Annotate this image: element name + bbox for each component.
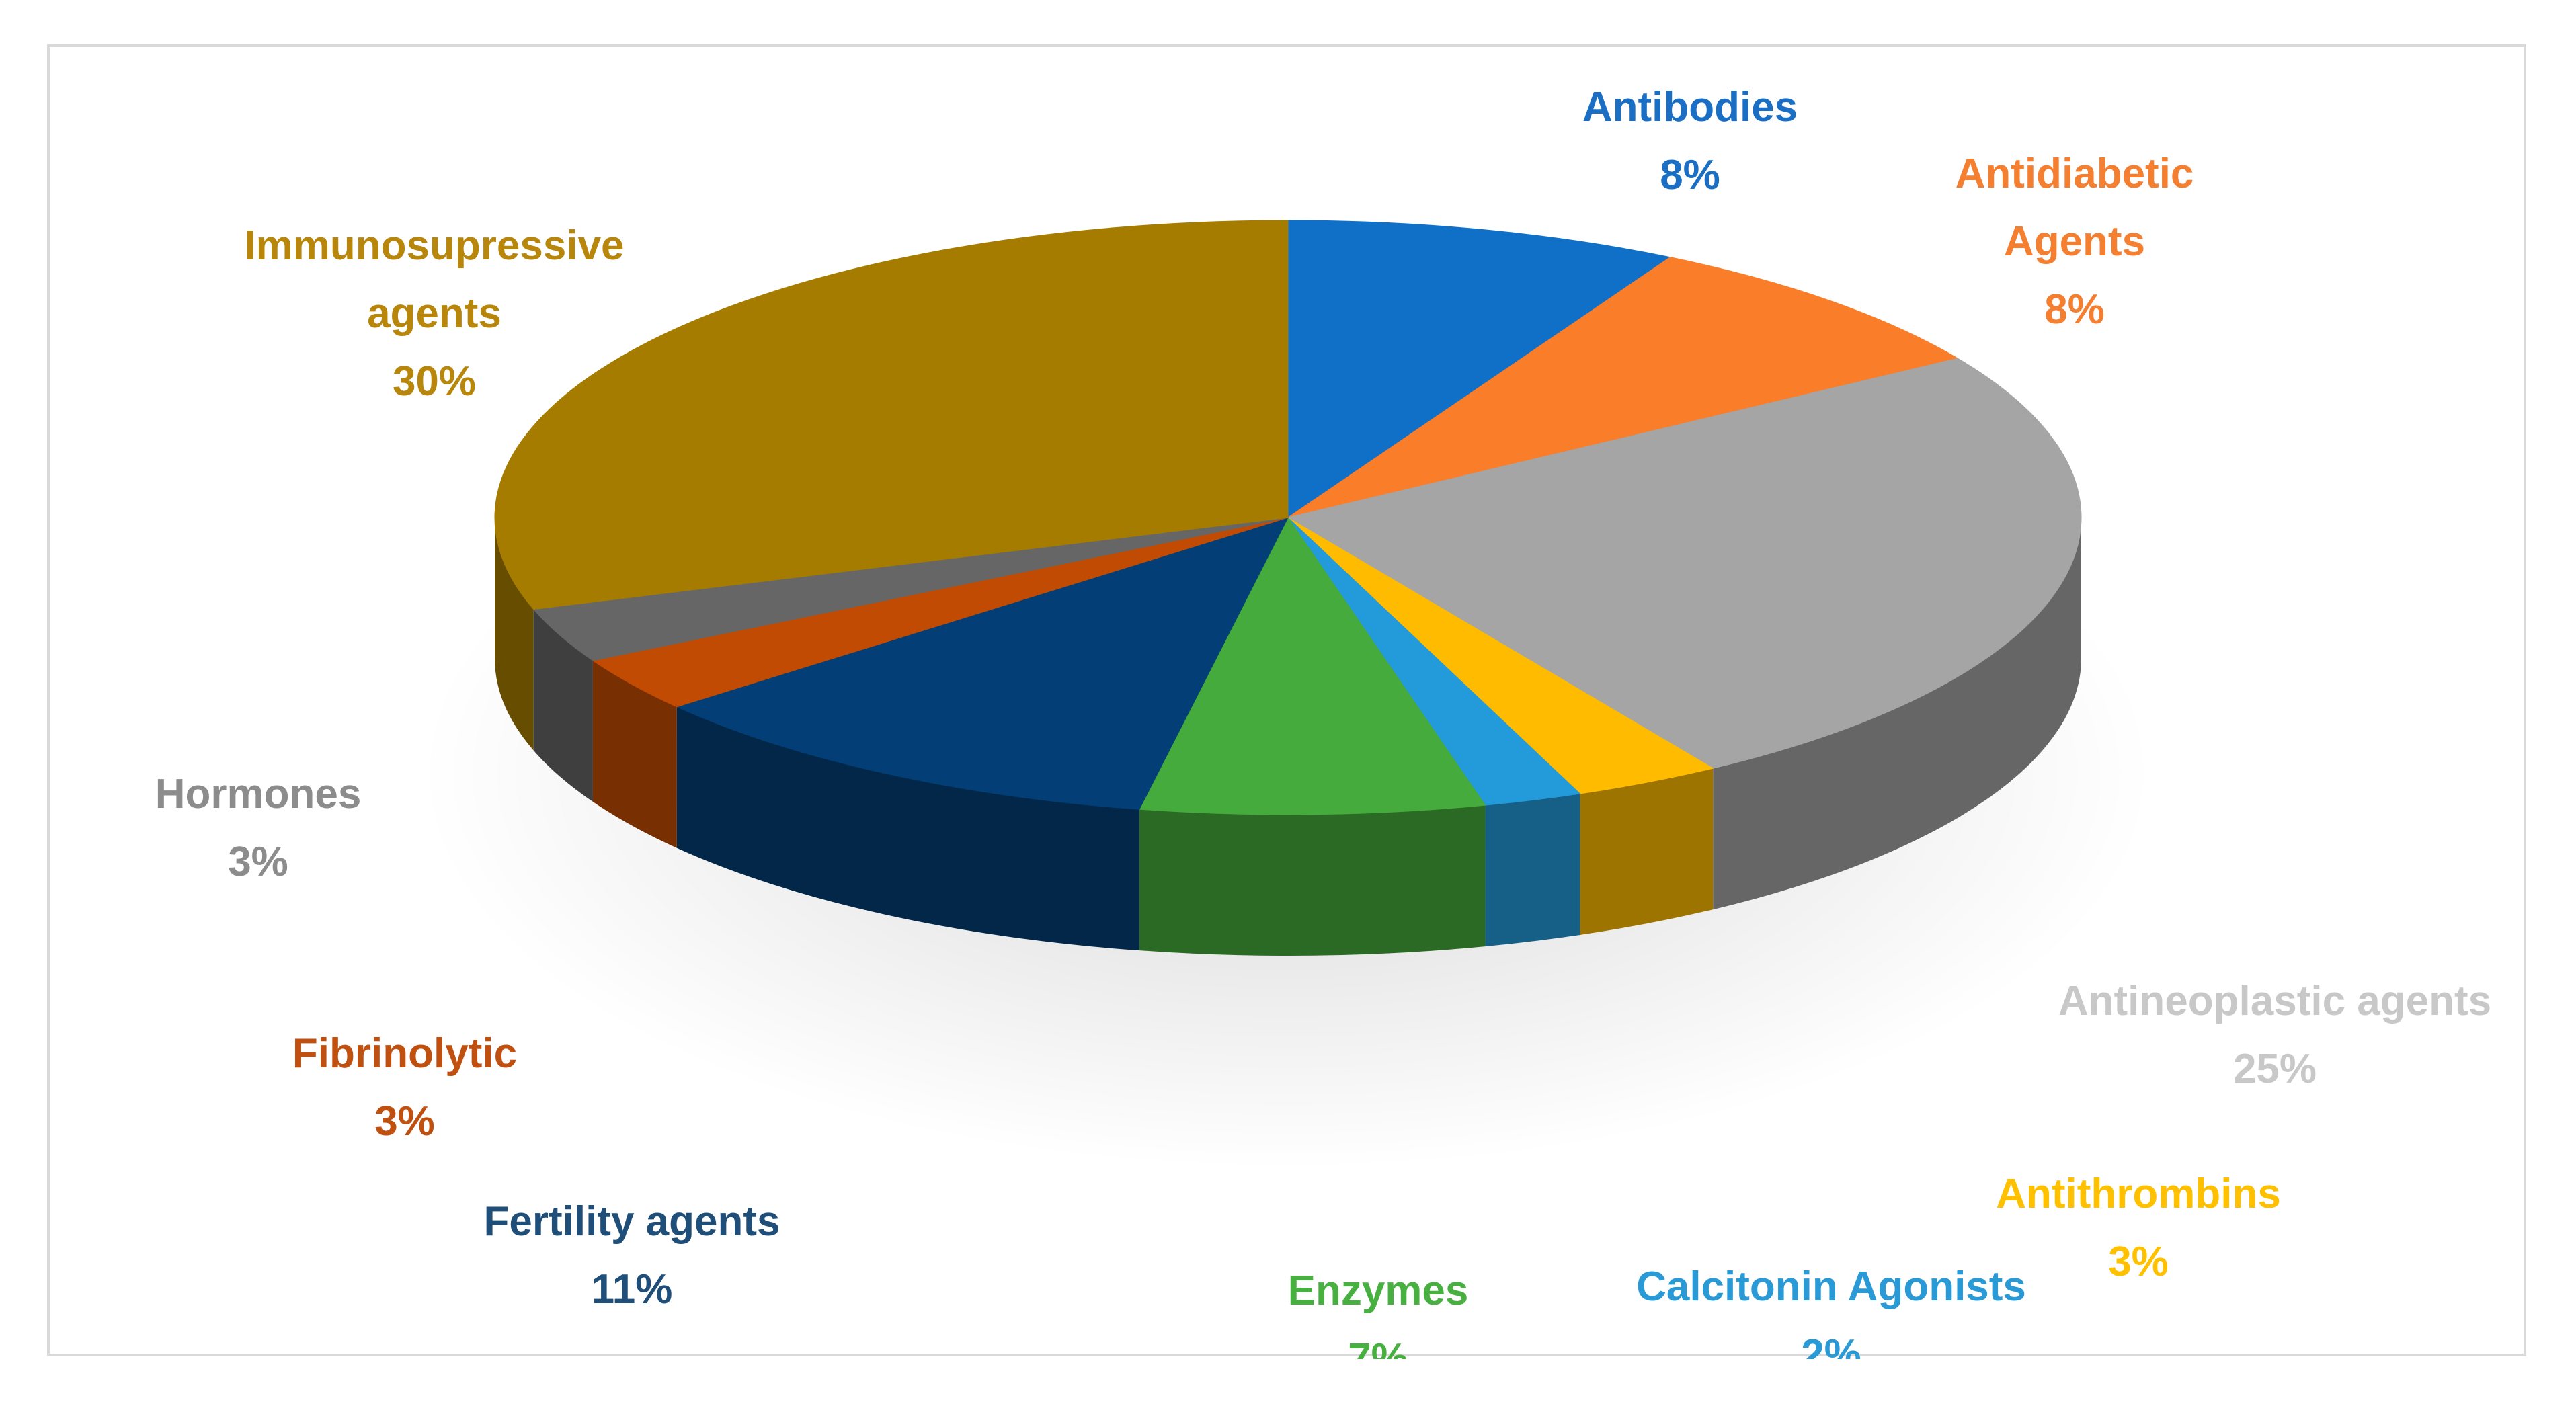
data-label-antineoplastic-agents: Antineoplastic agents 25% (2058, 978, 2491, 1092)
data-label-percent: 3% (374, 1098, 435, 1145)
pie-tops (494, 220, 2082, 815)
data-label-name: Hormones (155, 771, 362, 817)
data-label-fibrinolytic: Fibrinolytic 3% (292, 1030, 517, 1145)
data-label-name: Agents (2004, 218, 2145, 265)
data-label-name: Enzymes (1288, 1268, 1469, 1314)
pie-side-immunosupressive-agents (495, 518, 534, 751)
pie-side-enzymes (1139, 805, 1486, 956)
pie-slice-enzymes (1139, 517, 1486, 815)
data-label-hormones: Hormones 3% (155, 771, 362, 885)
data-label-percent: 8% (1660, 152, 1720, 198)
pie-side-fertility-agents (676, 706, 1139, 951)
data-label-name: Fertility agents (484, 1198, 780, 1245)
pie-slice-fertility-agents (676, 517, 1289, 810)
data-label-calcitonin-agonists: Calcitonin Agonists 2% (1636, 1264, 2026, 1359)
pie-sides (495, 518, 2081, 956)
pie-side-antithrombins (1580, 768, 1714, 935)
data-label-antibodies: Antibodies 8% (1582, 84, 1798, 198)
data-label-percent: 25% (2233, 1046, 2317, 1092)
pie-side-hormones (533, 609, 593, 802)
data-label-name: agents (367, 290, 501, 337)
data-label-name: Fibrinolytic (292, 1030, 517, 1077)
pie-chart: Antibodies 8% Antidiabetic Agents 8% Antineop… (155, 84, 2491, 1359)
pie-slice-immunosupressive-agents (494, 220, 1289, 610)
data-label-name: Calcitonin Agonists (1636, 1264, 2026, 1310)
data-label-percent: 3% (2108, 1239, 2169, 1285)
pie-side-fibrinolytic (592, 660, 677, 848)
pie-slice-antineoplastic-agents (1287, 358, 2082, 769)
chart-frame: Antibodies 8% Antidiabetic Agents 8% Antineop… (47, 44, 2526, 1359)
data-label-immunosupressive-agents: Immunosupressive agents 30% (244, 222, 624, 405)
data-label-fertility-agents: Fertility agents 11% (484, 1198, 780, 1313)
data-label-percent: 2% (1801, 1331, 1861, 1359)
pie-slice-antidiabetic-agents (1287, 257, 1959, 518)
data-label-name: Antibodies (1582, 84, 1798, 130)
data-label-antithrombins: Antithrombins 3% (1996, 1171, 2281, 1285)
data-label-percent: 3% (228, 839, 288, 885)
data-label-name: Immunosupressive (244, 222, 624, 269)
data-label-percent: 8% (2044, 286, 2105, 333)
pie-slice-antibodies (1287, 220, 1671, 518)
data-label-enzymes: Enzymes 7% (1288, 1268, 1469, 1359)
data-label-name: Antithrombins (1996, 1171, 2281, 1217)
pie-labels: Antibodies 8% Antidiabetic Agents 8% Antineop… (155, 84, 2491, 1359)
data-label-antidiabetic-agents: Antidiabetic Agents 8% (1956, 151, 2194, 333)
data-label-name: Antidiabetic (1956, 151, 2194, 197)
pie-side-antineoplastic-agents (1713, 518, 2081, 910)
pie-side-calcitonin-agonists (1485, 793, 1580, 947)
data-label-name: Antineoplastic agents (2058, 978, 2491, 1024)
data-label-percent: 7% (1348, 1335, 1408, 1359)
data-label-percent: 30% (393, 358, 476, 405)
data-label-percent: 11% (592, 1266, 673, 1313)
